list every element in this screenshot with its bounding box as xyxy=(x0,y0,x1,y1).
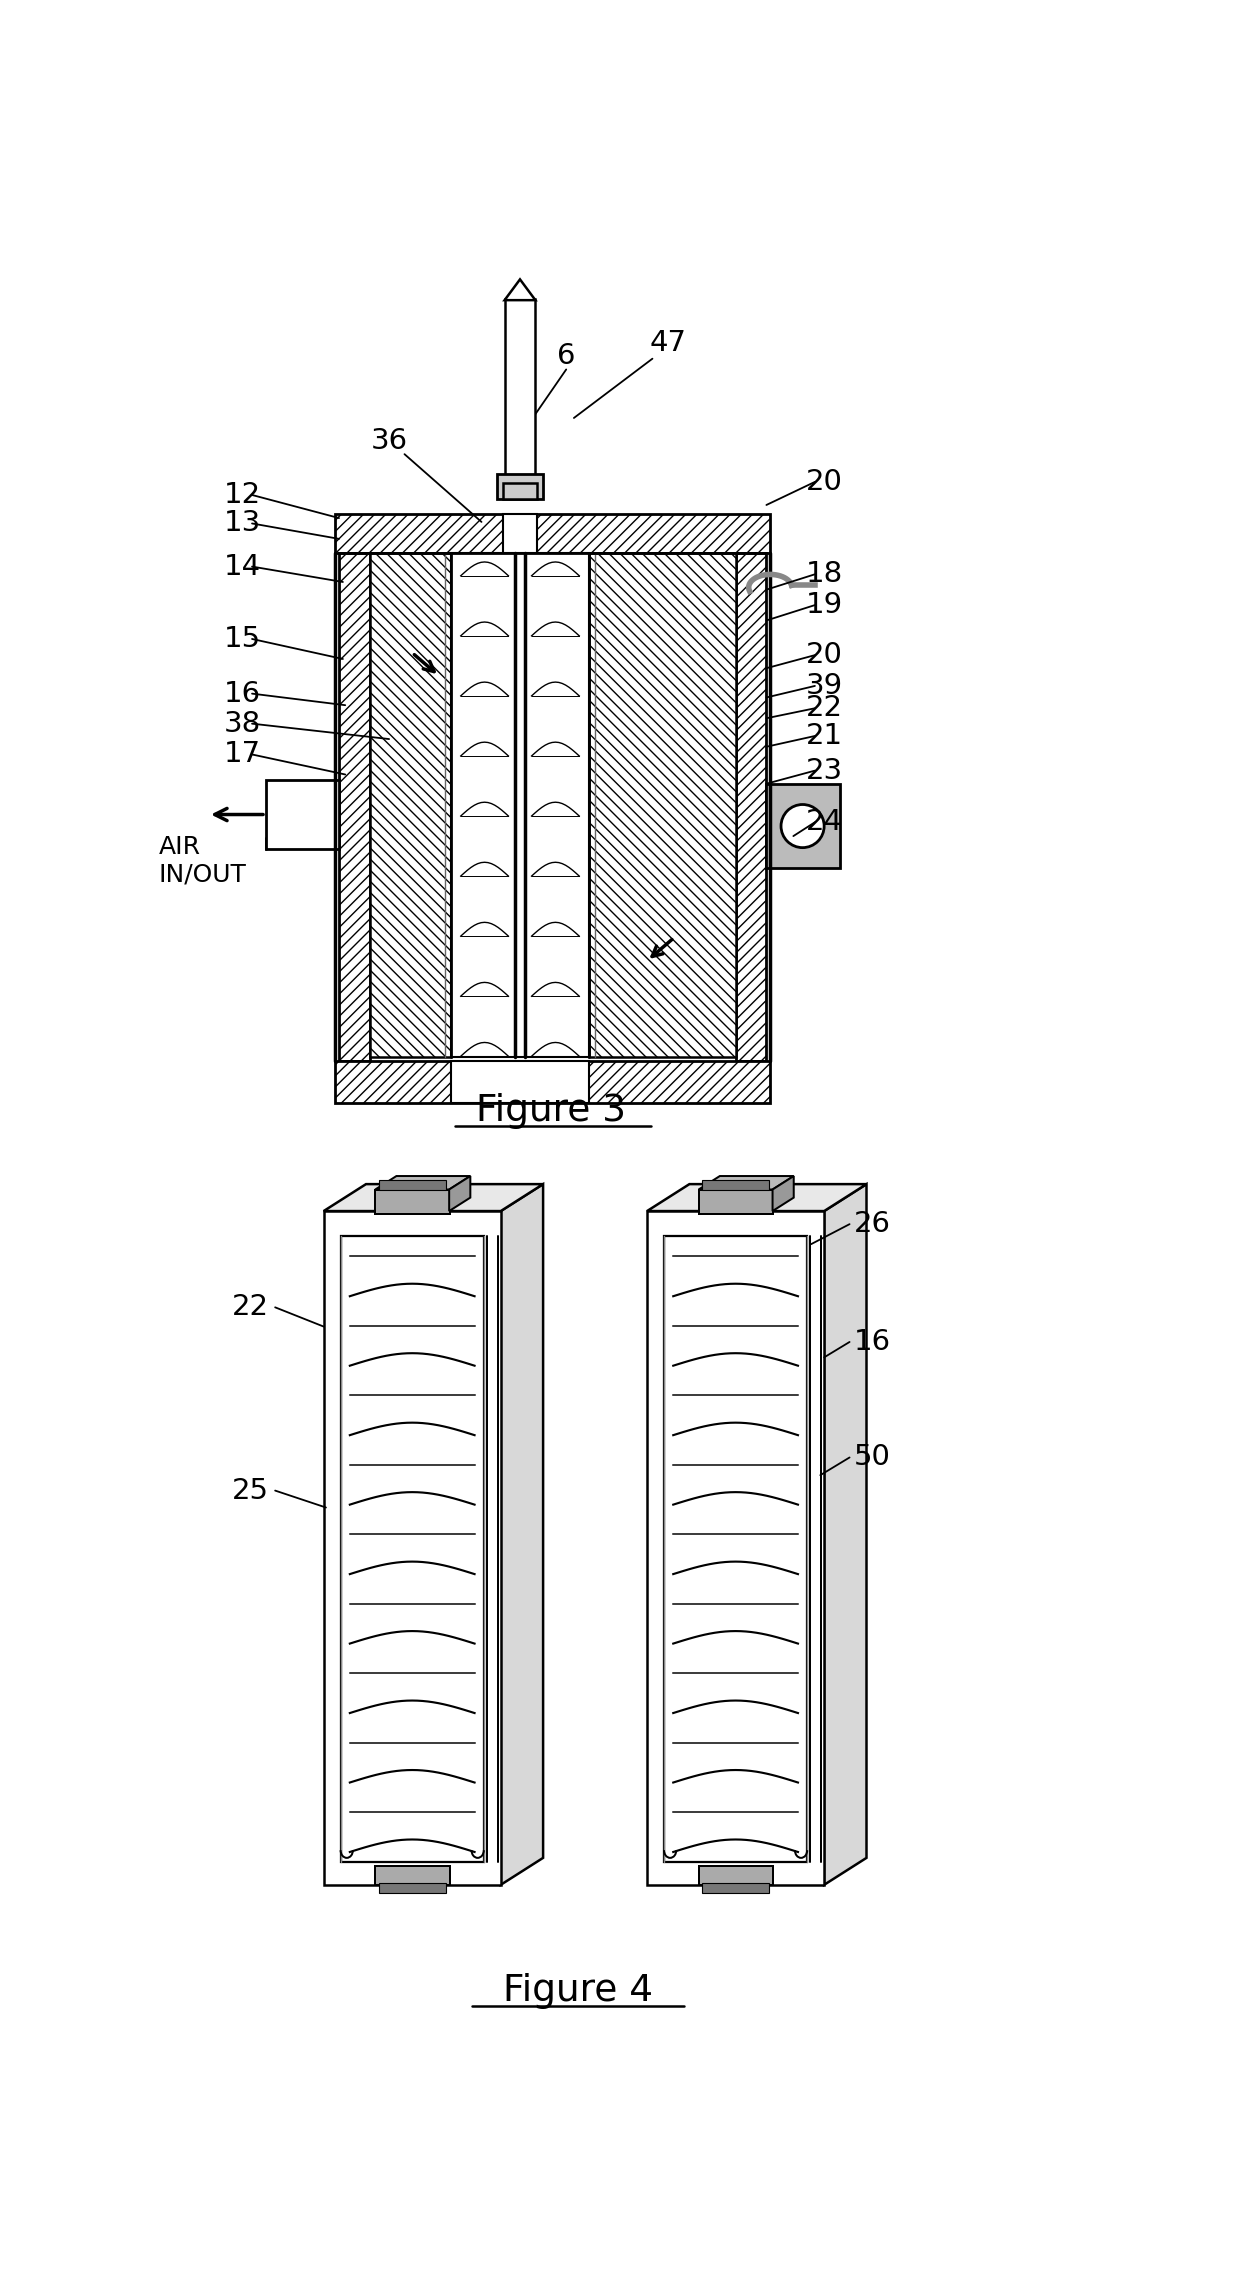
Polygon shape xyxy=(376,1176,470,1189)
Text: Figure 4: Figure 4 xyxy=(502,1972,652,2009)
Bar xyxy=(379,1883,445,1892)
Bar xyxy=(450,553,589,1056)
Bar xyxy=(589,553,735,1056)
Text: 16: 16 xyxy=(854,1327,892,1357)
Bar xyxy=(370,553,450,1056)
Bar xyxy=(698,1189,773,1215)
Polygon shape xyxy=(505,280,536,301)
Text: 20: 20 xyxy=(806,468,843,496)
Text: 15: 15 xyxy=(224,625,262,652)
Text: 13: 13 xyxy=(224,510,262,537)
Circle shape xyxy=(781,804,825,847)
Bar xyxy=(503,514,537,553)
Bar xyxy=(735,553,766,1061)
Text: 18: 18 xyxy=(806,560,843,588)
Text: 39: 39 xyxy=(806,673,843,700)
Text: 16: 16 xyxy=(224,680,262,707)
Bar xyxy=(450,1061,589,1104)
Bar xyxy=(379,1180,445,1189)
Text: Figure 3: Figure 3 xyxy=(476,1093,626,1130)
Bar xyxy=(341,1238,484,1862)
Bar xyxy=(335,1061,770,1104)
Text: 21: 21 xyxy=(806,721,843,751)
Bar xyxy=(324,1210,501,1885)
Polygon shape xyxy=(449,1176,470,1210)
Text: 25: 25 xyxy=(232,1476,269,1504)
Text: 50: 50 xyxy=(854,1444,892,1472)
Text: 22: 22 xyxy=(232,1293,269,1320)
Bar xyxy=(376,1189,450,1215)
Bar xyxy=(663,1238,807,1862)
Text: 17: 17 xyxy=(224,739,262,769)
Polygon shape xyxy=(324,1185,543,1210)
Polygon shape xyxy=(501,1185,543,1885)
Bar xyxy=(698,1867,773,1885)
Text: 12: 12 xyxy=(224,480,262,510)
Text: 20: 20 xyxy=(806,641,843,668)
Bar xyxy=(766,783,839,868)
Text: 14: 14 xyxy=(224,553,262,581)
Bar xyxy=(339,553,370,1061)
Text: 22: 22 xyxy=(806,693,843,723)
Polygon shape xyxy=(698,1176,794,1189)
Text: 19: 19 xyxy=(806,590,843,620)
Polygon shape xyxy=(773,1176,794,1210)
Bar xyxy=(335,514,770,553)
Text: 47: 47 xyxy=(650,328,686,358)
Bar xyxy=(376,1867,450,1885)
Text: 24: 24 xyxy=(806,808,843,836)
Bar xyxy=(647,1210,825,1885)
Text: 38: 38 xyxy=(224,709,262,737)
Text: 26: 26 xyxy=(854,1210,892,1238)
Bar xyxy=(503,484,537,498)
Polygon shape xyxy=(647,1185,867,1210)
Bar xyxy=(497,475,543,498)
Text: AIR
IN/OUT: AIR IN/OUT xyxy=(159,836,247,886)
Text: 6: 6 xyxy=(557,342,575,370)
Text: 36: 36 xyxy=(371,427,408,455)
Polygon shape xyxy=(825,1185,867,1885)
Bar xyxy=(505,298,536,480)
Bar xyxy=(265,781,339,850)
Bar xyxy=(703,1180,769,1189)
Text: 23: 23 xyxy=(806,758,843,785)
Bar xyxy=(703,1883,769,1892)
